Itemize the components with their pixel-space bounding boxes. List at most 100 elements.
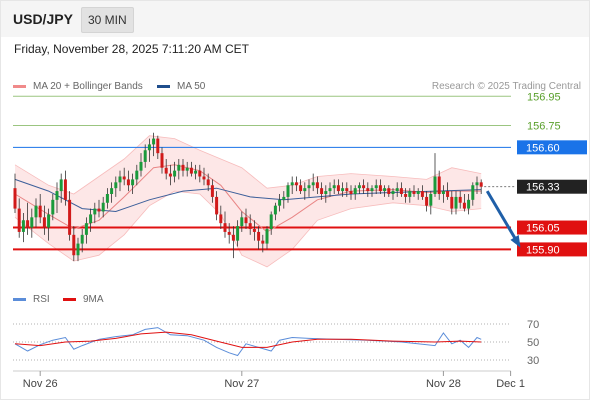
candle-body — [63, 179, 67, 200]
candle-body — [324, 191, 328, 194]
ma50-line — [14, 178, 482, 213]
ma20-swatch — [13, 85, 26, 88]
candle-body — [126, 179, 130, 186]
candle-body — [328, 188, 332, 192]
rsi-ma9-line — [14, 331, 482, 348]
chart-credit: Research © 2025 Trading Central — [431, 81, 581, 92]
candle-body — [118, 176, 122, 183]
candle-body — [42, 217, 46, 228]
candle-body — [181, 164, 185, 171]
candle-body — [152, 138, 156, 145]
candle-body — [194, 170, 198, 174]
candle-body — [110, 188, 114, 194]
candle-body — [416, 191, 420, 194]
rsi-tick-50: 50 — [527, 337, 539, 349]
candle-body — [173, 170, 177, 177]
candle-body — [17, 208, 21, 232]
last-price-label: 156.33 — [526, 182, 560, 194]
candle-body — [135, 170, 139, 180]
level-label-156.60: 156.60 — [526, 142, 560, 154]
candle-body — [80, 234, 84, 244]
candle-body — [185, 167, 189, 171]
candle-body — [227, 231, 231, 235]
candle-body — [433, 176, 437, 194]
candle-body — [257, 231, 261, 241]
candle-body — [454, 196, 458, 209]
candle-body — [84, 223, 88, 235]
candle-body — [47, 214, 51, 228]
last-price-box — [517, 179, 587, 194]
candle-body — [131, 179, 135, 186]
candle-body — [332, 185, 336, 189]
candle-body — [345, 188, 349, 192]
candle-body — [261, 240, 265, 244]
candle-body — [72, 234, 76, 256]
candle-body — [97, 208, 101, 212]
candle-body — [34, 205, 38, 218]
candle-body — [51, 199, 55, 215]
candle-body — [68, 199, 72, 235]
bollinger-upper-line — [14, 135, 482, 195]
candle-body — [139, 161, 143, 171]
candle-body — [26, 220, 30, 228]
candle-body — [475, 182, 479, 186]
candle-body — [341, 188, 345, 192]
candle-body — [315, 182, 319, 189]
candle-body — [164, 167, 168, 174]
ma50-legend-label: MA 50 — [177, 81, 206, 92]
candle-body — [89, 214, 93, 224]
level-label-156.95: 156.95 — [527, 91, 561, 103]
ma9-swatch — [63, 298, 76, 301]
candle-body — [282, 196, 286, 200]
candle-body — [206, 179, 210, 186]
candle-body — [147, 144, 151, 151]
candle-body — [168, 173, 172, 177]
candle-body — [303, 188, 307, 192]
candle-body — [307, 185, 311, 189]
bollinger-band-fill — [15, 135, 482, 267]
candle-body — [383, 188, 387, 192]
forecast-arrow-line — [485, 190, 521, 246]
ma20-legend: MA 20 + Bollinger Bands — [13, 81, 143, 92]
candle-body — [286, 185, 290, 197]
candle-body — [13, 188, 17, 209]
candle-body — [420, 191, 424, 197]
candle-body — [114, 182, 118, 189]
candle-body — [265, 229, 269, 244]
ma20-legend-label: MA 20 + Bollinger Bands — [33, 81, 143, 92]
candle-body — [458, 196, 462, 203]
candle-body — [55, 191, 59, 200]
level-label-156.05: 156.05 — [526, 223, 560, 235]
candle-body — [189, 167, 193, 174]
timeframe-button[interactable]: 30 MIN — [81, 7, 134, 33]
candle-body — [273, 205, 277, 215]
ma9-legend-label: 9MA — [83, 294, 104, 305]
candle-body — [336, 185, 340, 192]
candle-body — [378, 185, 382, 192]
candle-body — [429, 194, 433, 206]
rsi-tick-70: 70 — [527, 319, 539, 331]
candle-body — [198, 170, 202, 177]
candle-body — [244, 217, 248, 224]
rsi-legend-label: RSI — [33, 294, 50, 305]
candle-body — [269, 214, 273, 229]
rsi-legend: RSI — [13, 294, 50, 305]
level-label-156.75: 156.75 — [527, 120, 561, 132]
candle-body — [425, 196, 429, 206]
candle-body — [320, 188, 324, 194]
candle-body — [202, 176, 206, 180]
candles-group — [13, 132, 483, 262]
candle-body — [248, 223, 252, 229]
candle-body — [399, 188, 403, 194]
candle-body — [441, 191, 445, 194]
candle-body — [101, 202, 105, 212]
level-box-156.60 — [517, 140, 587, 155]
ma50-legend: MA 50 — [157, 81, 205, 92]
candle-body — [122, 176, 126, 180]
chart-header: USD/JPY 30 MIN — [1, 1, 589, 37]
candle-body — [471, 185, 475, 200]
candle-body — [366, 188, 370, 192]
candle-body — [357, 185, 361, 189]
